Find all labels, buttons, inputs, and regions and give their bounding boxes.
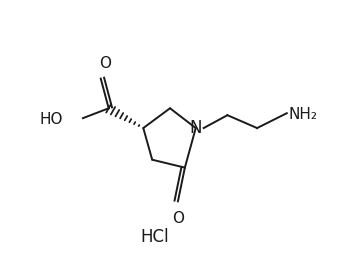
- Text: N: N: [190, 119, 202, 137]
- Text: HO: HO: [40, 112, 63, 127]
- Text: NH₂: NH₂: [289, 107, 318, 122]
- Text: O: O: [172, 211, 184, 226]
- Text: O: O: [99, 56, 111, 71]
- Text: HCl: HCl: [141, 228, 170, 246]
